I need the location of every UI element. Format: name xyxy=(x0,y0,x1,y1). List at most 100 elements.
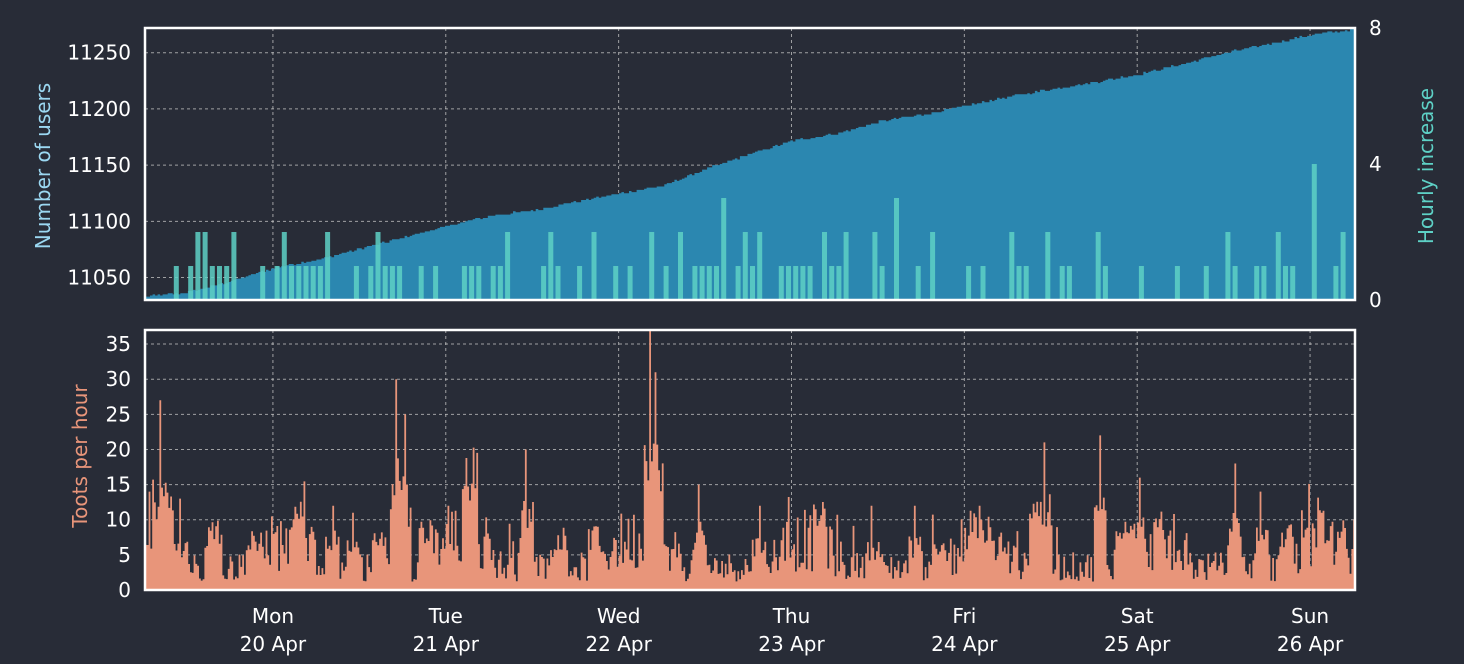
y2-tick-label: 4 xyxy=(1369,152,1382,176)
hourly-increase-bar xyxy=(1095,232,1101,300)
hourly-increase-bar xyxy=(836,266,842,300)
y-tick-label: 11150 xyxy=(67,153,131,177)
hourly-increase-bar xyxy=(807,266,813,300)
toots-y-axis-label: Toots per hour xyxy=(68,384,92,529)
hourly-increase-bar xyxy=(627,266,633,300)
hourly-increase-bar xyxy=(1225,232,1231,300)
hourly-increase-bar xyxy=(591,232,597,300)
hourly-increase-bar xyxy=(217,266,222,300)
x-tick-date: 20 Apr xyxy=(240,632,307,656)
hourly-increase-bar xyxy=(699,266,705,300)
hourly-increase-bar xyxy=(418,266,424,300)
x-tick-weekday: Fri xyxy=(952,604,976,628)
hourly-increase-bar xyxy=(800,266,806,300)
hourly-y2-ticks: 0 4 8 xyxy=(1369,16,1382,312)
hourly-increase-bar xyxy=(663,266,669,300)
users-y-ticks: 11050 11100 11150 11200 11250 xyxy=(67,41,131,290)
x-tick-weekday: Sat xyxy=(1121,604,1154,628)
users-plot-frame xyxy=(143,26,1357,302)
hourly-increase-bar xyxy=(231,232,237,300)
hourly-increase-bar xyxy=(915,266,921,300)
y-tick-label: 35 xyxy=(106,332,131,356)
hourly-increase-bar xyxy=(1016,266,1022,300)
hourly-increase-bar xyxy=(1023,266,1029,300)
x-tick-date: 26 Apr xyxy=(1277,632,1344,656)
toots-panel: 0 5 10 15 20 25 30 35 Mon 20 Apr Tue 21 Apr Wed 22 A… xyxy=(68,328,1357,656)
y-tick-label: 0 xyxy=(118,578,131,602)
hourly-increase-bar xyxy=(1340,232,1346,300)
y-tick-label: 25 xyxy=(106,402,131,426)
hourly-increase-bar xyxy=(310,266,316,300)
y-tick-label: 11250 xyxy=(67,41,131,65)
hourly-increase-bar xyxy=(793,266,799,300)
hourly-increase-bar xyxy=(202,232,208,300)
users-area xyxy=(145,28,1355,300)
hourly-y2-axis-label: Hourly increase xyxy=(1414,88,1438,244)
hourly-increase-bar xyxy=(692,266,698,300)
hourly-increase-bar xyxy=(966,266,972,300)
hourly-increase-bar xyxy=(1254,266,1260,300)
y-tick-label: 11100 xyxy=(67,209,131,233)
users-y-axis-label: Number of users xyxy=(31,83,55,249)
hourly-increase-bar xyxy=(613,266,619,300)
hourly-increase-bar xyxy=(317,266,323,300)
y-tick-label: 20 xyxy=(106,437,131,461)
hourly-increase-bar xyxy=(1275,232,1281,300)
hourly-increase-bar xyxy=(1333,266,1339,300)
hourly-increase-bar xyxy=(649,232,655,300)
hourly-increase-bar xyxy=(461,266,467,300)
hourly-increase-bar xyxy=(822,232,827,300)
hourly-increase-bar xyxy=(296,266,302,300)
x-tick-date: 23 Apr xyxy=(758,632,825,656)
hourly-increase-bar xyxy=(980,266,986,300)
hourly-increase-bar xyxy=(490,266,496,300)
x-tick-date: 25 Apr xyxy=(1104,632,1171,656)
hourly-increase-bar xyxy=(577,266,583,300)
hourly-increase-bar xyxy=(1311,164,1317,300)
hourly-increase-bar xyxy=(1138,266,1144,300)
hourly-increase-bar xyxy=(548,232,554,300)
hourly-increase-bar xyxy=(829,266,835,300)
hourly-increase-bar xyxy=(389,266,395,300)
hourly-increase-bar xyxy=(505,232,511,300)
hourly-increase-bar xyxy=(1232,266,1238,300)
hourly-increase-bar xyxy=(274,266,280,300)
users-panel: 11050 11100 11150 11200 11250 0 4 8 Number of … xyxy=(31,16,1438,312)
hourly-increase-bar xyxy=(894,198,899,300)
hourly-increase-bar xyxy=(325,232,331,300)
y2-tick-label: 0 xyxy=(1369,288,1382,312)
hourly-increase-bar xyxy=(497,266,503,300)
hourly-increase-bar xyxy=(706,266,712,300)
hourly-increase-bar xyxy=(195,232,201,300)
hourly-increase-bar xyxy=(1290,266,1296,300)
x-tick-date: 24 Apr xyxy=(931,632,998,656)
x-tick-date: 22 Apr xyxy=(585,632,652,656)
hourly-increase-bar xyxy=(1066,266,1072,300)
day-x-ticks: Mon 20 Apr Tue 21 Apr Wed 22 Apr Thu 23 Apr Fri 2… xyxy=(240,604,1344,656)
hourly-increase-bar xyxy=(1174,266,1180,300)
hourly-increase-bar xyxy=(260,266,266,300)
hourly-increase-bar xyxy=(209,266,215,300)
hourly-increase-bar xyxy=(289,266,294,300)
toots-y-ticks: 0 5 10 15 20 25 30 35 xyxy=(106,332,131,602)
hourly-increase-bar xyxy=(541,266,547,300)
hourly-increase-bar xyxy=(353,266,359,300)
hourly-increase-bar xyxy=(1261,266,1267,300)
x-tick-weekday: Sun xyxy=(1291,604,1329,628)
y-tick-label: 10 xyxy=(106,508,131,532)
hourly-increase-bar xyxy=(757,232,763,300)
hourly-increase-bar xyxy=(1009,232,1015,300)
hourly-increase-bars xyxy=(173,164,1346,300)
hourly-increase-bar xyxy=(382,266,388,300)
y-tick-label: 11200 xyxy=(67,97,131,121)
hourly-increase-bar xyxy=(224,266,230,300)
hourly-increase-bar xyxy=(1102,266,1108,300)
hourly-increase-bar xyxy=(469,266,475,300)
y-tick-label: 5 xyxy=(118,543,131,567)
y2-tick-label: 8 xyxy=(1369,16,1382,40)
hourly-increase-bar xyxy=(742,232,748,300)
hourly-increase-bar xyxy=(786,266,791,300)
hourly-increase-bar xyxy=(303,266,309,300)
hourly-increase-bar xyxy=(1059,266,1065,300)
